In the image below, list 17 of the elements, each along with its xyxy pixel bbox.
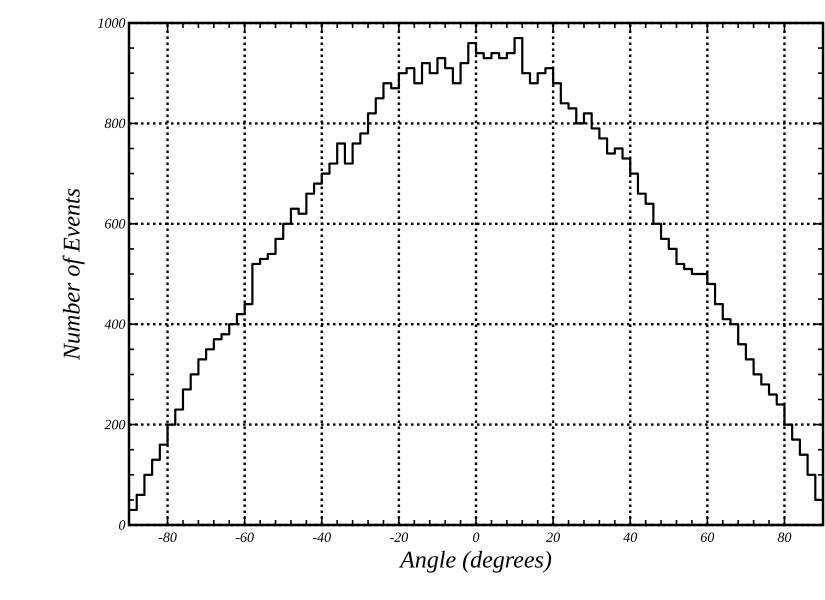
x-tick-label: -40 [312, 532, 331, 542]
x-tick-label: 20 [546, 532, 560, 542]
x-axis-title: Angle (degrees) [398, 550, 552, 573]
y-tick-label: 1000 [98, 18, 126, 28]
x-tick-label: 80 [778, 532, 792, 542]
x-tick-label: 60 [700, 532, 714, 542]
x-tick-label: -60 [236, 532, 254, 542]
y-tick-label: 600 [105, 219, 126, 229]
x-tick-label: -20 [390, 532, 408, 542]
y-tick-label: 800 [104, 118, 126, 128]
y-tick-label: 0 [119, 520, 126, 530]
y-axis-title: Number of Events [62, 188, 85, 360]
x-tick-label: -80 [158, 532, 177, 542]
y-tick-label: 200 [104, 420, 126, 430]
x-tick-label: 0 [473, 532, 480, 542]
x-tick-label: 40 [623, 532, 638, 542]
y-tick-label: 400 [104, 319, 126, 329]
